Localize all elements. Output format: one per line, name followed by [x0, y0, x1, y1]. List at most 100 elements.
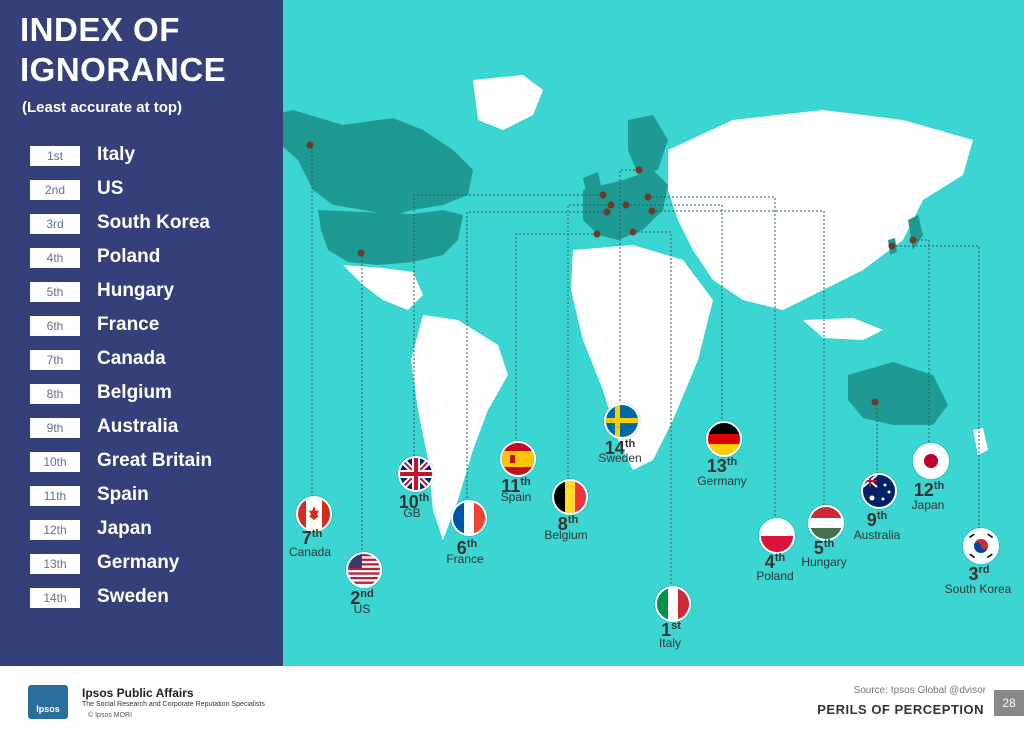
marker-rank-number: 4: [764, 552, 775, 572]
us-landmass: [318, 210, 463, 265]
marker-country-label: France: [446, 552, 484, 566]
japan-flag-icon: [913, 443, 949, 479]
marker-country-label: Canada: [288, 545, 332, 559]
indonesia-landmass: [803, 318, 883, 340]
rank-country: Belgium: [97, 382, 172, 403]
rank-badge: 2nd: [30, 180, 80, 200]
mexico-landmass: [343, 265, 423, 310]
germany-flag-icon: [706, 421, 742, 457]
marker-rank: 9th: [837, 510, 917, 531]
subtitle: (Least accurate at top): [22, 99, 183, 116]
marker-rank-suffix: th: [311, 528, 323, 540]
marker-country-label: Spain: [500, 490, 532, 504]
rank-country: Spain: [97, 484, 149, 505]
rank-country: Great Britain: [97, 450, 213, 471]
ipsos-logo: Ipsos: [28, 685, 68, 719]
marker-rank-number: 13: [706, 456, 727, 476]
marker-country-label: US: [353, 602, 371, 616]
marker-rank-number: 8: [557, 514, 568, 534]
leader-line: [310, 144, 313, 496]
marker-rank-suffix: th: [520, 476, 531, 488]
title-line-1: INDEX OF: [20, 11, 180, 48]
marker-rank-suffix: th: [624, 438, 636, 450]
poland-flag-icon: [759, 518, 795, 554]
marker-country-label: Australia: [853, 528, 901, 542]
rank-country: Germany: [97, 552, 180, 573]
ranking-panel: INDEX OF IGNORANCE (Least accurate at to…: [0, 0, 283, 666]
rank-badge: 11th: [30, 486, 80, 506]
map-pin: [888, 242, 896, 250]
leader-line: [626, 204, 723, 421]
asia-landmass: [668, 110, 973, 310]
marker-rank-suffix: th: [774, 552, 786, 564]
greenland-landmass: [473, 75, 543, 130]
rank-country: France: [97, 314, 160, 335]
spain-flag-icon: [500, 441, 536, 477]
rank-country: Sweden: [97, 586, 169, 607]
map-pin: [871, 398, 879, 406]
leader-line: [361, 252, 363, 552]
italy-flag-icon: [655, 586, 691, 622]
map-pin: [357, 249, 365, 257]
rank-badge: 6th: [30, 316, 80, 336]
rank-country: US: [97, 178, 124, 199]
leader-line: [466, 211, 607, 500]
belgium-flag-icon: [552, 479, 588, 515]
marker-rank-number: 6: [456, 538, 467, 558]
marker-rank-suffix: rd: [978, 564, 990, 576]
org-name: Ipsos Public Affairs: [82, 686, 194, 700]
france-flag-icon: [451, 500, 487, 536]
marker-rank: 11th: [476, 476, 556, 497]
south-america-landmass: [411, 315, 508, 540]
rank-badge: 10th: [30, 452, 80, 472]
marker-rank: 6th: [427, 538, 507, 559]
map-pin: [629, 228, 637, 236]
marker-country-label: Sweden: [598, 451, 642, 465]
page-number: 28: [994, 690, 1024, 716]
world-map: [283, 75, 988, 586]
map-pin: [644, 193, 652, 201]
rank-badge: 1st: [30, 146, 80, 166]
marker-country-label: Italy: [658, 636, 681, 650]
rank-country: Poland: [97, 246, 161, 267]
map-pin: [622, 201, 630, 209]
leader-line: [652, 210, 825, 505]
marker-rank: 10th: [374, 492, 454, 513]
map-pin: [593, 230, 601, 238]
marker-rank-number: 14: [604, 438, 625, 458]
marker-rank-suffix: th: [933, 480, 945, 492]
marker-rank-number: 1: [661, 620, 672, 640]
leader-lines: [310, 144, 980, 586]
marker-country-label: GB: [403, 506, 421, 520]
marker-rank: 14th: [580, 438, 660, 459]
australia-landmass: [848, 362, 948, 425]
marker-rank: 4th: [735, 552, 815, 573]
canada-flag-icon: [296, 496, 332, 532]
marker-rank-suffix: th: [466, 538, 478, 550]
rank-country: Canada: [97, 348, 166, 369]
rank-badge: 7th: [30, 350, 80, 370]
marker-rank: 1st: [631, 620, 711, 641]
org-tagline: The Social Research and Corporate Reputa…: [82, 701, 265, 708]
marker-rank-suffix: nd: [360, 588, 374, 600]
marker-rank: 3rd: [939, 564, 1019, 585]
marker-rank: 13th: [682, 456, 762, 477]
marker-rank-number: 9: [866, 510, 877, 530]
marker-country-label: Japan: [911, 498, 945, 512]
marker-rank-number: 7: [301, 528, 312, 548]
new-zealand-landmass: [973, 428, 988, 455]
japan-landmass: [908, 215, 923, 250]
marker-rank-number: 5: [813, 538, 824, 558]
rank-badge: 12th: [30, 520, 80, 540]
africa-landmass: [571, 245, 713, 470]
marker-country-label: Belgium: [544, 528, 588, 542]
rank-badge: 14th: [30, 588, 80, 608]
marker-country-label: South Korea: [944, 582, 1012, 596]
rank-badge: 3rd: [30, 214, 80, 234]
rank-country: Italy: [97, 144, 136, 165]
rank-country: Australia: [97, 416, 179, 437]
source-note: Source: Ipsos Global @dvisor: [853, 685, 986, 696]
marker-rank-number: 3: [968, 564, 979, 584]
marker-country-label: Poland: [756, 569, 794, 583]
map-pin: [648, 207, 656, 215]
